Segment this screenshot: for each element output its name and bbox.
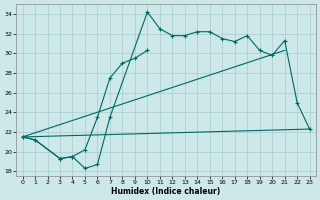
X-axis label: Humidex (Indice chaleur): Humidex (Indice chaleur) xyxy=(111,187,221,196)
